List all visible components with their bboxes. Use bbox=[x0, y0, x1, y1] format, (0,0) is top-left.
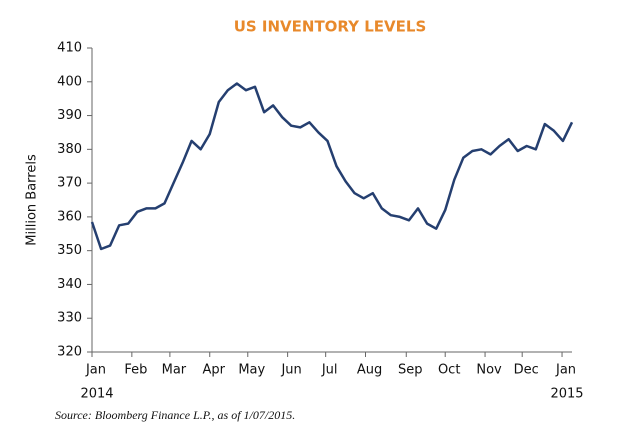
x-tick-label: Apr bbox=[202, 363, 225, 378]
x-tick-label: Nov bbox=[476, 363, 502, 378]
y-tick-label: 400 bbox=[57, 74, 82, 89]
x-tick-label: Jun bbox=[280, 363, 301, 378]
x-year-label: 2014 bbox=[80, 387, 113, 402]
x-tick-label: Jan bbox=[85, 363, 106, 378]
x-tick-label: Sep bbox=[398, 363, 423, 378]
x-tick-label: May bbox=[238, 363, 265, 378]
x-tick-label: Oct bbox=[438, 363, 460, 378]
y-tick-label: 380 bbox=[57, 142, 82, 157]
source-note: Source: Bloomberg Finance L.P., as of 1/… bbox=[55, 408, 295, 422]
x-tick-label: Dec bbox=[514, 363, 539, 378]
x-tick-label: Feb bbox=[124, 363, 147, 378]
x-tick-label: Jan bbox=[555, 363, 576, 378]
y-tick-label: 410 bbox=[57, 41, 82, 56]
y-tick-label: 320 bbox=[57, 345, 82, 360]
y-tick-label: 390 bbox=[57, 108, 82, 123]
y-tick-label: 350 bbox=[57, 243, 82, 258]
x-tick-label: Aug bbox=[357, 363, 382, 378]
y-tick-label: 360 bbox=[57, 209, 82, 224]
y-tick-label: 340 bbox=[57, 277, 82, 292]
x-year-label: 2015 bbox=[550, 387, 583, 402]
data-line bbox=[90, 82, 574, 251]
y-axis-label: Million Barrels bbox=[25, 154, 40, 246]
x-tick-label: Mar bbox=[162, 363, 187, 378]
y-tick-label: 370 bbox=[57, 176, 82, 191]
x-tick-label: Jul bbox=[321, 363, 338, 378]
y-tick-label: 330 bbox=[57, 311, 82, 326]
chart-title: US INVENTORY LEVELS bbox=[234, 18, 427, 36]
